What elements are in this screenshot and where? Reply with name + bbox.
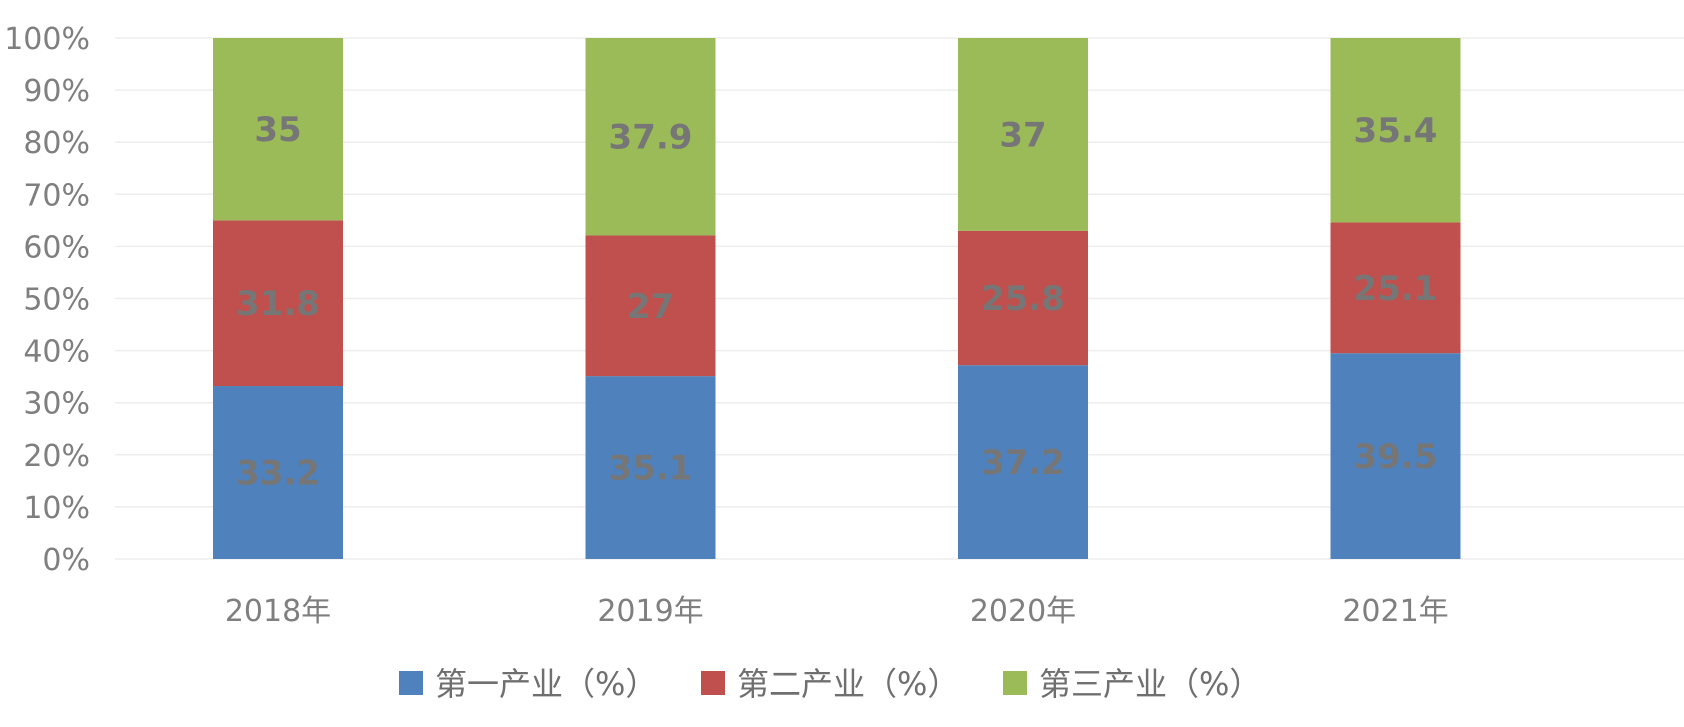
- y-tick-label: 20%: [23, 439, 90, 474]
- y-tick-label: 90%: [23, 74, 90, 109]
- data-label: 25.8: [981, 279, 1065, 319]
- bar-segment: [213, 38, 343, 221]
- data-label: 25.1: [1354, 269, 1438, 309]
- bar-segment: [1330, 38, 1461, 223]
- y-tick-label: 50%: [23, 283, 90, 318]
- y-tick-label: 0%: [42, 543, 90, 578]
- y-axis-tick-labels: 0% 10% 20% 30% 40% 50% 60% 70% 80% 90% 100%: [4, 22, 90, 578]
- x-axis-tick-labels: 2018年2019年2020年2021年2022年: [225, 594, 1449, 629]
- data-label: 37.2: [981, 443, 1065, 483]
- y-tick-label: 10%: [23, 491, 90, 526]
- bar-segment: [958, 230, 1088, 366]
- y-tick-label: 60%: [23, 230, 90, 265]
- bar-segment: [213, 220, 343, 387]
- data-label: 35: [254, 110, 301, 150]
- bar-segment: [585, 235, 716, 377]
- bar-segment: [585, 376, 716, 559]
- data-label: 31.8: [236, 284, 320, 324]
- data-label: 35.4: [1354, 111, 1438, 151]
- bar-segment: [585, 38, 716, 236]
- bar-segment: [1330, 353, 1461, 559]
- legend-swatch: [701, 671, 725, 695]
- bar-segment: [958, 365, 1088, 559]
- data-labels: 33.2 31.8 35 35.1 27 37.9 37.2 25.8 37 39.5 25.1 35…: [236, 110, 1438, 494]
- x-tick-label: 2019年: [597, 594, 703, 629]
- data-label: 35.1: [609, 449, 693, 489]
- data-label: 33.2: [236, 454, 320, 494]
- data-label: 37.9: [609, 118, 693, 158]
- y-tick-label: 100%: [4, 22, 90, 57]
- data-label: 39.5: [1354, 437, 1438, 477]
- legend[interactable]: 第一产业（%） 第二产业（%） 第三产业（%）: [399, 665, 1261, 703]
- legend-label: 第三产业（%）: [1039, 665, 1261, 703]
- legend-swatch: [399, 671, 423, 695]
- x-tick-label: 2021年: [1342, 594, 1448, 629]
- legend-label: 第二产业（%）: [737, 665, 959, 703]
- legend-item[interactable]: 第一产业（%）: [399, 665, 657, 703]
- x-tick-label: 2018年: [225, 594, 331, 629]
- bar-segment: [213, 386, 343, 559]
- y-tick-label: 40%: [23, 335, 90, 370]
- legend-item[interactable]: 第二产业（%）: [701, 665, 959, 703]
- y-tick-label: 80%: [23, 126, 90, 161]
- data-label: 37: [999, 115, 1046, 155]
- bar-segment: [958, 38, 1088, 231]
- x-tick-label: 2020年: [970, 594, 1076, 629]
- legend-label: 第一产业（%）: [435, 665, 657, 703]
- legend-item[interactable]: 第三产业（%）: [1003, 665, 1261, 703]
- y-tick-label: 30%: [23, 387, 90, 422]
- legend-swatch: [1003, 671, 1027, 695]
- y-tick-label: 70%: [23, 178, 90, 213]
- data-label: 27: [627, 287, 674, 327]
- bar-segment: [1330, 222, 1461, 354]
- bar-stacks: [213, 38, 1461, 559]
